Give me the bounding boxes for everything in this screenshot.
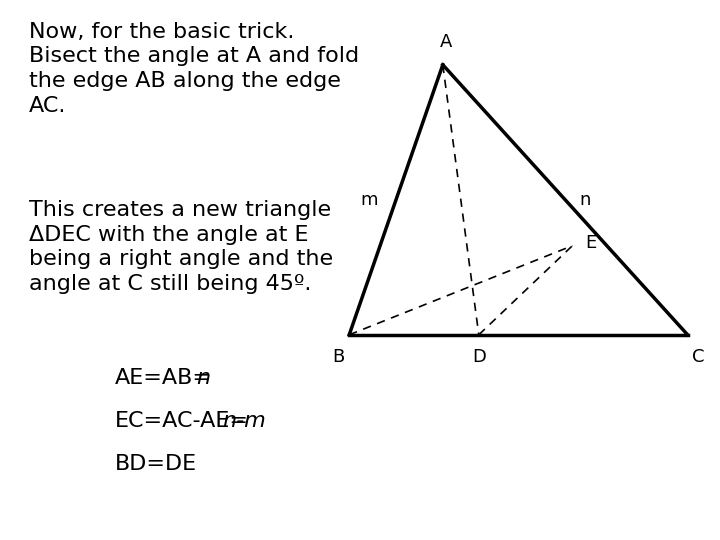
Text: AE=AB=: AE=AB= <box>115 368 212 388</box>
Text: n-m: n-m <box>222 411 266 431</box>
Text: m: m <box>361 191 378 209</box>
Text: EC=AC-AE=: EC=AC-AE= <box>115 411 249 431</box>
Text: E: E <box>585 234 597 252</box>
Text: D: D <box>472 348 486 366</box>
Text: B: B <box>332 348 345 366</box>
Text: BD=DE: BD=DE <box>115 454 197 475</box>
Text: n: n <box>580 191 591 209</box>
Text: n: n <box>196 368 210 388</box>
Text: This creates a new triangle
ΔDEC with the angle at E
being a right angle and the: This creates a new triangle ΔDEC with th… <box>29 200 333 294</box>
Text: Now, for the basic trick.
Bisect the angle at A and fold
the edge AB along the e: Now, for the basic trick. Bisect the ang… <box>29 22 359 116</box>
Text: C: C <box>692 348 705 366</box>
Text: A: A <box>440 33 453 51</box>
